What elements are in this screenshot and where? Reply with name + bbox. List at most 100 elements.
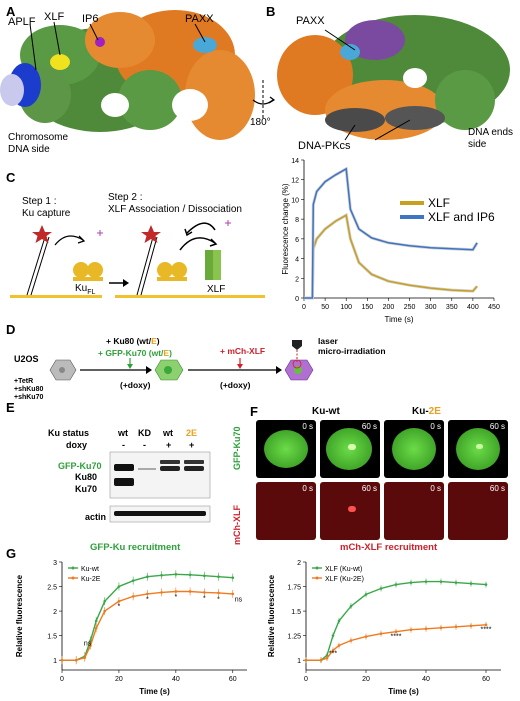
legend-label: XLF (Ku-wt): [325, 566, 362, 573]
significance-marker: ***: [329, 650, 337, 657]
step2-desc: XLF Association / Dissociation: [108, 204, 242, 215]
step2-label: Step 2 :: [108, 192, 143, 203]
d-micro: micro-irradiation: [318, 346, 386, 356]
data-point: [379, 632, 383, 635]
y-tick-label: 1.25: [287, 634, 301, 641]
x-tick-label: 0: [60, 676, 64, 683]
data-point: [131, 579, 135, 582]
f-img-mch-2e-60: 60 s: [448, 482, 508, 540]
label-paxx-a: PAXX: [185, 13, 214, 25]
data-point: [83, 656, 87, 660]
f-time: 60 s: [489, 484, 505, 493]
y-tick-label: 2: [53, 609, 57, 616]
data-point: [103, 599, 106, 603]
x-tick-label: 0: [302, 304, 306, 311]
data-point: [394, 630, 398, 634]
x-tick-label: 250: [404, 304, 416, 311]
legend-c-xlf-swatch: [400, 201, 424, 205]
data-point: [484, 623, 488, 627]
data-point: [469, 582, 473, 585]
panel-label-d: D: [6, 322, 16, 337]
f-col-ku-2e: Ku-2E: [412, 406, 441, 417]
x-tick-label: 20: [362, 676, 370, 683]
y-axis-label: Fluorescence change (%): [281, 183, 290, 274]
f-time: 0 s: [302, 484, 313, 493]
f-row-gfp: GFP-Ku70: [232, 426, 242, 470]
fit-line: [304, 166, 479, 300]
legend-marker: [71, 566, 75, 570]
y-tick-label: 2.5: [47, 585, 57, 592]
fit-line: [304, 212, 479, 300]
f-time: 60 s: [489, 422, 505, 431]
panel-label-a: A: [6, 4, 16, 19]
step1-desc: Ku capture: [22, 208, 71, 219]
x-tick-label: 400: [467, 304, 479, 311]
legend-marker: [71, 576, 75, 580]
e-doxy-3: +: [166, 440, 172, 450]
rotation-arrow-icon: [252, 80, 276, 118]
significance-marker: ****: [391, 634, 402, 641]
legend-c-xlf: XLF: [428, 196, 451, 210]
data-point: [319, 658, 323, 662]
panel-label-f: F: [250, 404, 258, 419]
e-actin: actin: [85, 512, 107, 522]
legend-label: Ku-wt: [81, 566, 99, 573]
f-col-ku-wt: Ku-wt: [312, 406, 340, 417]
x-tick-label: 40: [422, 676, 430, 683]
x-tick-label: 60: [229, 676, 237, 683]
y-tick-label: 1: [53, 658, 57, 665]
panel-label-c: C: [6, 170, 16, 185]
f-row-mch: mCh-XLF: [232, 505, 242, 545]
data-point: [217, 575, 220, 579]
series-line: [304, 167, 478, 299]
f-img-mch-wt-60: 60 s: [320, 482, 380, 540]
y-tick-label: 6: [295, 237, 299, 244]
data-point: [117, 585, 121, 588]
legend-label: Ku-2E: [81, 576, 101, 583]
label-dna-side: Chromosome DNA side: [8, 132, 69, 155]
e-doxy-4: +: [189, 440, 195, 450]
data-point: [409, 628, 413, 632]
data-point: [160, 591, 163, 594]
e-lane-4: 2E: [186, 428, 198, 438]
chart-c-fluorescence: 0 50 100 150 200 250 300 350 400 450 0 2 4 6 8 10 12 14 Ti…: [281, 158, 500, 324]
data-point: [325, 656, 329, 660]
e-doxy-2: -: [143, 440, 146, 450]
y-tick-label: 3: [53, 560, 57, 567]
g2-title: mCh-XLF recruitment: [340, 542, 438, 553]
xlf-schematic-label: XLF: [207, 284, 226, 295]
data-point: [174, 590, 178, 593]
d-tetr: +TetR: [14, 378, 34, 385]
data-point: [439, 626, 443, 630]
data-point: [331, 634, 335, 637]
data-point: [231, 576, 235, 580]
data-point: [160, 573, 163, 577]
g1-title: GFP-Ku recruitment: [90, 542, 181, 553]
panel-label-e: E: [6, 400, 15, 415]
x-tick-label: 100: [340, 304, 352, 311]
x-tick-label: 200: [383, 304, 395, 311]
significance-marker: ns: [235, 596, 243, 603]
data-point: [337, 619, 341, 623]
x-tick-label: 0: [304, 676, 308, 683]
e-band-ku80: Ku80: [75, 472, 98, 482]
data-point: [89, 639, 92, 642]
data-point: [337, 644, 341, 647]
y-axis-label: Relative fluorescence: [15, 574, 24, 657]
significance-marker: *: [203, 595, 206, 602]
western-blot: [109, 451, 211, 523]
y-tick-label: 10: [291, 197, 299, 204]
data-point: [484, 583, 488, 586]
f-img-gfp-2e-0: 0 s: [384, 420, 444, 478]
f-img-gfp-wt-0: 0 s: [256, 420, 316, 478]
data-point: [364, 635, 368, 638]
x-tick-label: 60: [482, 676, 490, 683]
x-axis-label: Time (s): [384, 315, 413, 324]
y-tick-label: 1.75: [287, 585, 301, 592]
f-time: 0 s: [430, 484, 441, 493]
f-img-mch-2e-0: 0 s: [384, 482, 444, 540]
series-line: [304, 214, 478, 299]
significance-marker: *: [118, 604, 121, 611]
data-point: [117, 599, 121, 603]
rotation-label: 180°: [250, 117, 271, 128]
